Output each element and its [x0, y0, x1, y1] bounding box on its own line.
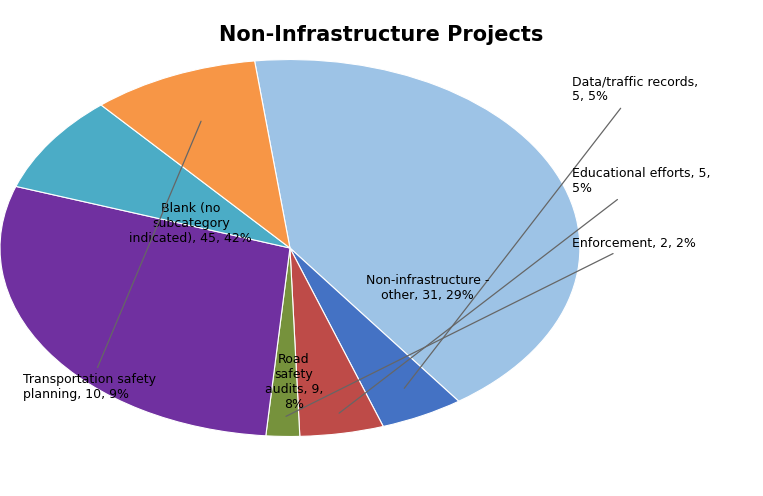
- Text: Road
safety
audits, 9,
8%: Road safety audits, 9, 8%: [265, 353, 323, 411]
- Text: Enforcement, 2, 2%: Enforcement, 2, 2%: [286, 237, 696, 416]
- Text: Non-infrastructure -
other, 31, 29%: Non-infrastructure - other, 31, 29%: [365, 274, 489, 302]
- Wedge shape: [16, 105, 290, 248]
- Wedge shape: [0, 186, 290, 436]
- Text: Transportation safety
planning, 10, 9%: Transportation safety planning, 10, 9%: [23, 121, 201, 401]
- Wedge shape: [290, 248, 383, 436]
- Wedge shape: [266, 248, 300, 436]
- Wedge shape: [290, 248, 459, 427]
- Text: Blank (no
subcategory
indicated), 45, 42%: Blank (no subcategory indicated), 45, 42…: [130, 202, 252, 245]
- Wedge shape: [101, 61, 290, 248]
- Text: Non-Infrastructure Projects: Non-Infrastructure Projects: [219, 25, 544, 45]
- Text: Data/traffic records,
5, 5%: Data/traffic records, 5, 5%: [404, 75, 698, 388]
- Text: Educational efforts, 5,
5%: Educational efforts, 5, 5%: [339, 167, 711, 413]
- Wedge shape: [255, 60, 580, 401]
